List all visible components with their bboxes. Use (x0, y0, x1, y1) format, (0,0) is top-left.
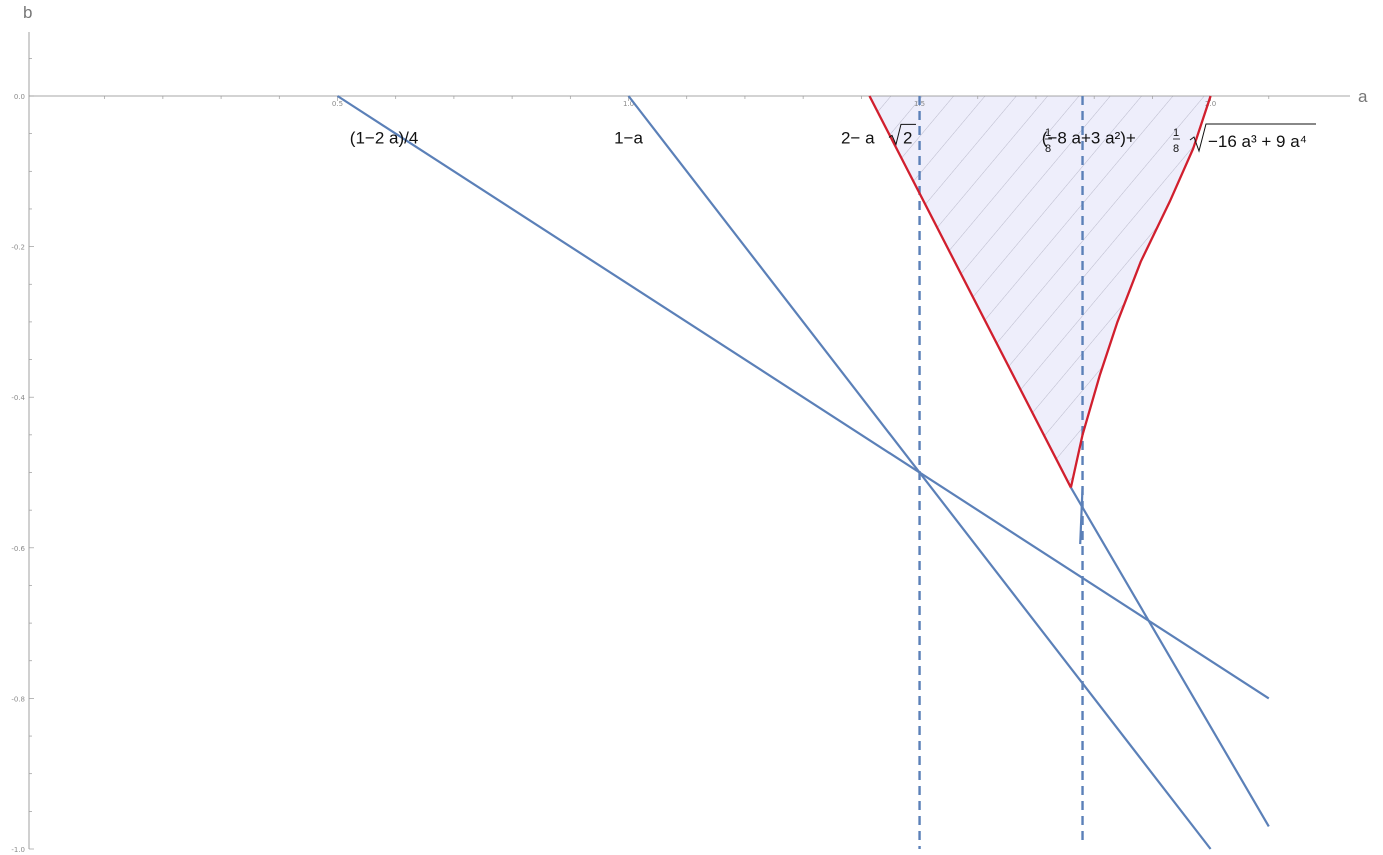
boundary-curve-right (1069, 95, 1212, 488)
x-tick-label: 1.0 (623, 100, 634, 108)
series-line-1 (336, 95, 1270, 700)
fraction-numerator-1: 1 (1045, 127, 1051, 139)
series-line-6 (1079, 487, 1084, 545)
y-axis-label: b (23, 3, 32, 22)
curve-label-2: 1−a (614, 128, 643, 147)
fraction-numerator-2: 1 (1173, 127, 1179, 139)
fraction-denominator-2: 8 (1173, 143, 1179, 155)
region-hatch (869, 96, 1211, 488)
axes: ab0.51.01.52.00.0-0.2-0.4-0.6-0.8-1.0 (11, 3, 1368, 854)
y-tick-label: -0.8 (11, 695, 25, 703)
x-axis-label: a (1358, 87, 1368, 106)
sqrt-radicand-2: −16 a³ + 9 a⁴ (1208, 132, 1307, 151)
curve-labels: 1 8 1 8 −16 a³ + 9 a⁴ (1−2 a)/4 1−a 2− a 2 (… (350, 123, 1316, 155)
y-tick-label: -0.4 (11, 394, 25, 402)
sqrt-sign-2 (1189, 123, 1316, 153)
sqrt-sign-1 (888, 123, 916, 146)
curve-label-3: 2− a (841, 128, 875, 147)
y-tick-label: -0.6 (11, 545, 25, 553)
y-tick-label: 0.0 (14, 93, 25, 101)
curve-label-4: (−8 a+3 a²)+ (1042, 128, 1136, 147)
fraction-denominator-1: 8 (1045, 143, 1051, 155)
y-tick-label: -0.2 (11, 244, 25, 252)
region-layer (869, 96, 1211, 488)
x-tick-label: 0.5 (332, 100, 343, 108)
series-layer (336, 95, 1270, 850)
x-tick-label: 2.0 (1205, 100, 1216, 108)
series-line-3 (1069, 487, 1270, 827)
curve-label-1: (1−2 a)/4 (350, 128, 419, 147)
boundary-line-left (868, 95, 1072, 489)
y-tick-label: -1.0 (11, 846, 25, 854)
sqrt-radicand-1: 2 (903, 128, 912, 147)
